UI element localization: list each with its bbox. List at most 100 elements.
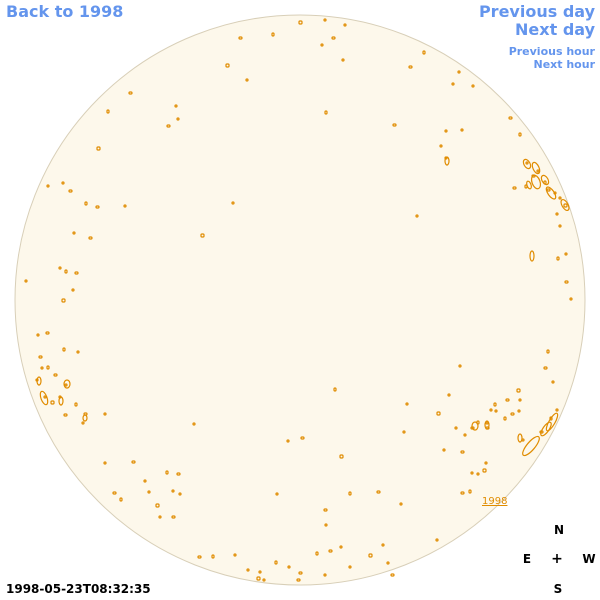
contour-speck [348,565,352,569]
contour-region [545,412,559,432]
contour-speck [46,365,50,370]
contour-region [58,396,64,406]
contour-speck [74,402,78,407]
contour-speck [275,492,279,496]
contour-speck [296,578,301,582]
contour-speck [315,551,319,556]
back-to-year-link[interactable]: Back to 1998 [6,2,124,21]
contour-speck [192,422,196,426]
contour-speck [510,412,515,416]
contour-region [560,198,570,212]
next-day-link[interactable]: Next day [515,20,595,39]
contour-speck [50,400,55,405]
contour-speck [40,366,44,370]
contour-speck [64,383,68,387]
contour-speck [155,503,160,508]
previous-day-link[interactable]: Previous day [478,2,595,21]
contour-speck [454,426,458,430]
contour-speck [274,560,278,565]
contour-speck [63,413,68,417]
magnetogram-contours [24,18,573,582]
contour-speck [158,515,162,519]
previous-hour-link[interactable]: Previous hour [508,45,595,58]
contour-speck [238,36,243,40]
contour-speck [333,387,337,392]
contour-speck [489,408,493,412]
contour-speck [368,553,373,558]
contour-speck [88,236,93,240]
contour-speck [518,398,522,402]
year-label-link[interactable]: 1998 [482,496,507,507]
solar-disk [14,14,586,586]
contour-speck [58,266,62,270]
contour-speck [399,502,403,506]
contour-speck [376,490,381,494]
contour-speck [458,364,462,368]
next-hour-link[interactable]: Next hour [533,58,596,71]
contour-speck [131,460,136,464]
contour-speck [460,128,464,132]
contour-speck [197,555,202,559]
compass-west: W [582,552,596,566]
contour-speck [245,78,249,82]
contour-speck [402,430,406,434]
contour-speck [564,280,569,284]
contour-speck [24,279,28,283]
contour-speck [569,297,573,301]
contour-speck [200,233,205,238]
contour-speck [485,421,489,425]
contour-speck [43,395,47,399]
contour-speck [119,497,123,502]
contour-speck [62,347,66,352]
contour-region [36,376,42,386]
contour-speck [482,468,487,473]
contour-region [526,180,532,190]
contour-speck [564,252,568,256]
contour-region [82,414,88,422]
contour-speck [381,543,385,547]
contour-speck [451,82,455,86]
contour-speck [324,523,328,527]
contour-speck [81,421,85,425]
contour-speck [556,256,560,261]
compass-center-icon: + [551,551,563,567]
contour-region [531,161,541,175]
contour-speck [174,104,178,108]
contour-speck [171,515,176,519]
contour-speck [165,470,169,475]
contour-speck [61,298,66,303]
contour-speck [74,271,79,275]
contour-speck [512,186,517,190]
contour-speck [442,448,446,452]
contour-region [522,158,532,170]
contour-region [63,379,71,389]
contour-speck [422,50,426,55]
contour-speck [64,269,68,274]
contour-region [471,421,479,431]
contour-speck [176,117,180,121]
contour-speck [112,491,117,495]
contour-speck [76,350,80,354]
contour-speck [53,373,58,377]
contour-speck [339,454,344,459]
observation-timestamp: 1998-05-23T08:32:35 [6,582,151,596]
compass-east: E [522,552,532,566]
contour-speck [555,408,559,412]
contour-speck [96,146,101,151]
contour-speck [72,231,76,235]
contour-speck [386,561,390,565]
contour-speck [246,568,250,572]
contour-region [39,390,49,406]
contour-speck [298,571,303,575]
contour-speck [103,461,107,465]
contour-speck [517,409,521,413]
contour-speck [471,84,475,88]
contour-speck [341,58,345,62]
contour-speck [457,70,461,74]
contour-speck [470,471,474,475]
contour-speck [323,18,327,22]
contour-speck [536,169,540,173]
contour-speck [447,393,451,397]
contour-speck [211,554,215,559]
contour-speck [525,161,529,165]
